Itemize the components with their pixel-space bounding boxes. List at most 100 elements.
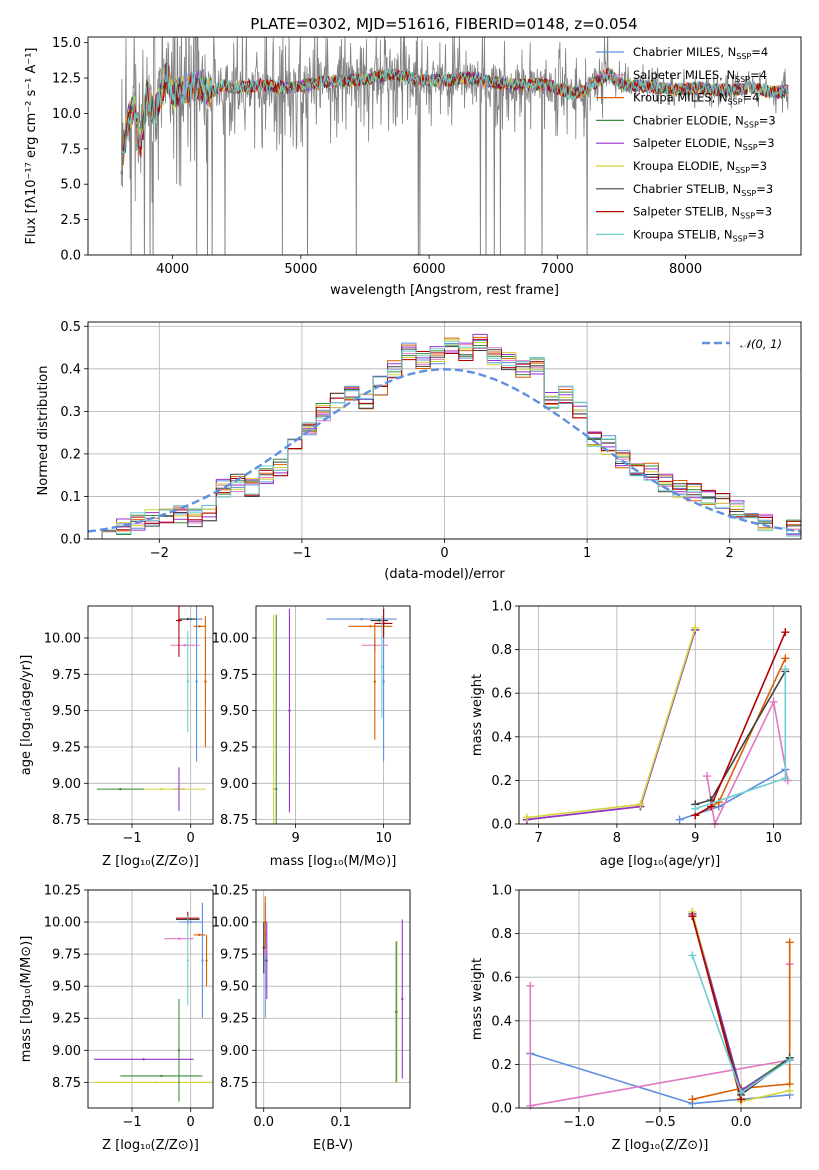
legend-label-tail: =3 — [758, 136, 775, 150]
legend-label-tail: =4 — [751, 45, 768, 59]
age-mass-xlabel: mass [log₁₀(M/M⊙)] — [270, 854, 397, 869]
legend-label-kroupa_elodie: Kroupa ELODIE, NSSP=3 — [633, 159, 767, 175]
legend-label-main: Chabrier STELIB, N — [633, 182, 741, 196]
age-z-point-salpeter_miles — [183, 644, 187, 647]
spectrum-panel: 4000 5000 6000 7000 8000 0.0 2.5 5.0 7.5 10.0 12.5… — [52, 36, 702, 277]
weight-z-ytick-label: 0.4 — [491, 1014, 512, 1029]
spectrum-ytick-label: 7.5 — [60, 142, 81, 157]
age-mass-point-chabrier_miles — [360, 617, 363, 621]
age-mass-ytick-label: 8.75 — [220, 813, 249, 828]
weight-age-frame — [518, 605, 802, 825]
legend-label-subscript: SSP — [728, 98, 743, 107]
weight-age-ytick-label: 1.0 — [491, 600, 512, 615]
legend-label-main: Chabrier ELODIE, N — [633, 113, 744, 127]
age-mass-frame — [255, 605, 411, 825]
mass-z-point-chabrier_elodie — [177, 1049, 181, 1052]
spectrum-ytick-label: 0.0 — [60, 249, 81, 264]
age-mass-xtick-label: 9 — [291, 831, 299, 846]
residuals-xtick-label: 0 — [440, 546, 448, 561]
residuals-ytick-label: 0.2 — [60, 447, 81, 462]
age-mass-ytick-label: 9.75 — [220, 668, 249, 683]
weight-age-xtick-label: 9 — [691, 831, 699, 846]
legend-label-salpeter_elodie: Salpeter ELODIE, NSSP=3 — [633, 136, 775, 152]
weight-z-marker-kroupa_stelib — [785, 1056, 794, 1065]
legend-label-gaussian: 𝒩(0, 1) — [740, 337, 782, 351]
weight-age-xtick-label: 7 — [534, 831, 542, 846]
mass-z-frame — [87, 889, 214, 1109]
weight-age-marker-salpeter_miles — [769, 697, 778, 706]
mass-ebv-ytick-label: 9.00 — [220, 1044, 249, 1059]
mass-ebv-ytick-label: 9.75 — [220, 948, 249, 963]
weight-age-panel: 7 8 9 10 0.0 0.2 0.4 0.6 0.8 1.0 — [491, 600, 801, 846]
legend-label-main: Kroupa ELODIE, N — [633, 159, 735, 173]
legend-label-tail: =4 — [750, 68, 767, 82]
residuals-ytick-label: 0.3 — [60, 405, 81, 420]
mass-z-ytick-label: 9.75 — [52, 948, 81, 963]
spectrum-xtick-label: 8000 — [669, 262, 702, 277]
age-z-ytick-label: 9.00 — [52, 777, 81, 792]
weight-z-frame — [518, 889, 802, 1109]
weight-z-marker-kroupa_stelib — [688, 951, 697, 960]
weight-z-series-kroupa_miles-line — [692, 942, 791, 1101]
legend-label-subscript: SSP — [736, 52, 751, 61]
legend-label-main: Chabrier MILES, N — [633, 45, 736, 59]
legend-label-main: Salpeter ELODIE, N — [633, 136, 743, 150]
mass-z-ytick-label: 9.00 — [52, 1044, 81, 1059]
weight-age-xtick-label: 8 — [613, 831, 621, 846]
weight-z-marker-kroupa_miles — [688, 1095, 697, 1104]
legend-label-tail: =3 — [755, 205, 772, 219]
spectrum-ytick-label: 12.5 — [52, 72, 81, 87]
legend-label-tail: =3 — [756, 182, 773, 196]
weight-age-xtick-label: 10 — [765, 831, 782, 846]
figure-title: PLATE=0302, MJD=51616, FIBERID=0148, z=0… — [250, 15, 637, 33]
spectrum-ytick-label: 5.0 — [60, 178, 81, 193]
age-mass-points — [272, 606, 397, 824]
mass-z-ytick-label: 10.00 — [44, 916, 81, 931]
weight-age-marker-salpeter_miles — [703, 772, 711, 781]
age-z-point-kroupa_elodie — [160, 787, 163, 791]
mass-ebv-frame — [255, 889, 411, 1109]
residuals-ytick-label: 0.5 — [60, 320, 81, 335]
weight-age-marker-kroupa_stelib — [781, 774, 790, 783]
residuals-ytick-label: 0.1 — [60, 490, 81, 505]
residuals-xtick-label: −1 — [292, 546, 311, 561]
mass-ebv-xtick-label: 0.0 — [253, 1115, 274, 1130]
age-z-point-kroupa_miles — [204, 680, 207, 683]
age-mass-ytick-label: 9.25 — [220, 740, 249, 755]
age-mass-ytick-label: 10.00 — [212, 631, 249, 646]
mass-ebv-xlabel: E(B-V) — [313, 1138, 353, 1153]
spectrum-curves — [120, 37, 789, 255]
mass-ebv-points — [262, 896, 404, 1083]
plot-layer: 4000 5000 6000 7000 80000.02.55.07.510.012.5… — [19, 36, 802, 1153]
spectrum-xtick-label: 7000 — [541, 262, 574, 277]
weight-z-xlabel: Z [log₁₀(Z/Z⊙)] — [612, 1138, 709, 1153]
age-z-ytick-label: 8.75 — [52, 813, 81, 828]
mass-z-point-salpeter_miles — [177, 937, 181, 940]
age-mass-panel: 9 10 8.75 9.00 9.25 9.50 9.75 10.00 — [212, 606, 410, 846]
weight-z-ylabel: mass weight — [470, 958, 485, 1040]
mass-z-ylabel: mass [log₁₀(M/M⊙)] — [19, 936, 34, 1063]
age-z-point-chabrier_stelib — [186, 617, 189, 621]
residuals-xlabel: (data-model)/error — [384, 567, 505, 582]
legend-label-tail: =3 — [748, 227, 765, 241]
age-z-panel: −1 0 8.75 9.00 9.25 9.50 9.75 10.00 — [44, 606, 213, 846]
weight-z-marker-salpeter_miles — [526, 1101, 535, 1110]
weight-z-xtick-label: 0.0 — [731, 1115, 752, 1130]
residuals-ytick-label: 0.4 — [60, 362, 81, 377]
age-mass-point-chabrier_miles — [382, 680, 385, 683]
age-z-ytick-label: 9.75 — [52, 668, 81, 683]
age-mass-point-chabrier_stelib — [378, 619, 381, 622]
mass-ebv-point-kroupa_miles — [264, 920, 267, 924]
spectrum-ylabel: Flux [fλ10⁻¹⁷ erg cm⁻² s⁻¹ A⁻¹] — [24, 48, 39, 245]
mass-ebv-point-salpeter_elodie — [401, 997, 404, 1001]
mass-ebv-ytick-label: 9.50 — [220, 980, 249, 995]
weight-age-marker-kroupa_elodie — [691, 623, 700, 632]
weight-z-ytick-label: 0.0 — [491, 1102, 512, 1117]
weight-z-marker-kroupa_miles — [785, 938, 794, 947]
model-fit-salpeter_stelib-line — [120, 62, 789, 174]
legend-label-chabrier_stelib: Chabrier STELIB, NSSP=3 — [633, 182, 773, 198]
spectrum-frame — [87, 36, 802, 256]
legend-label-subscript: SSP — [735, 75, 750, 84]
age-z-ytick-label: 10.00 — [44, 631, 81, 646]
